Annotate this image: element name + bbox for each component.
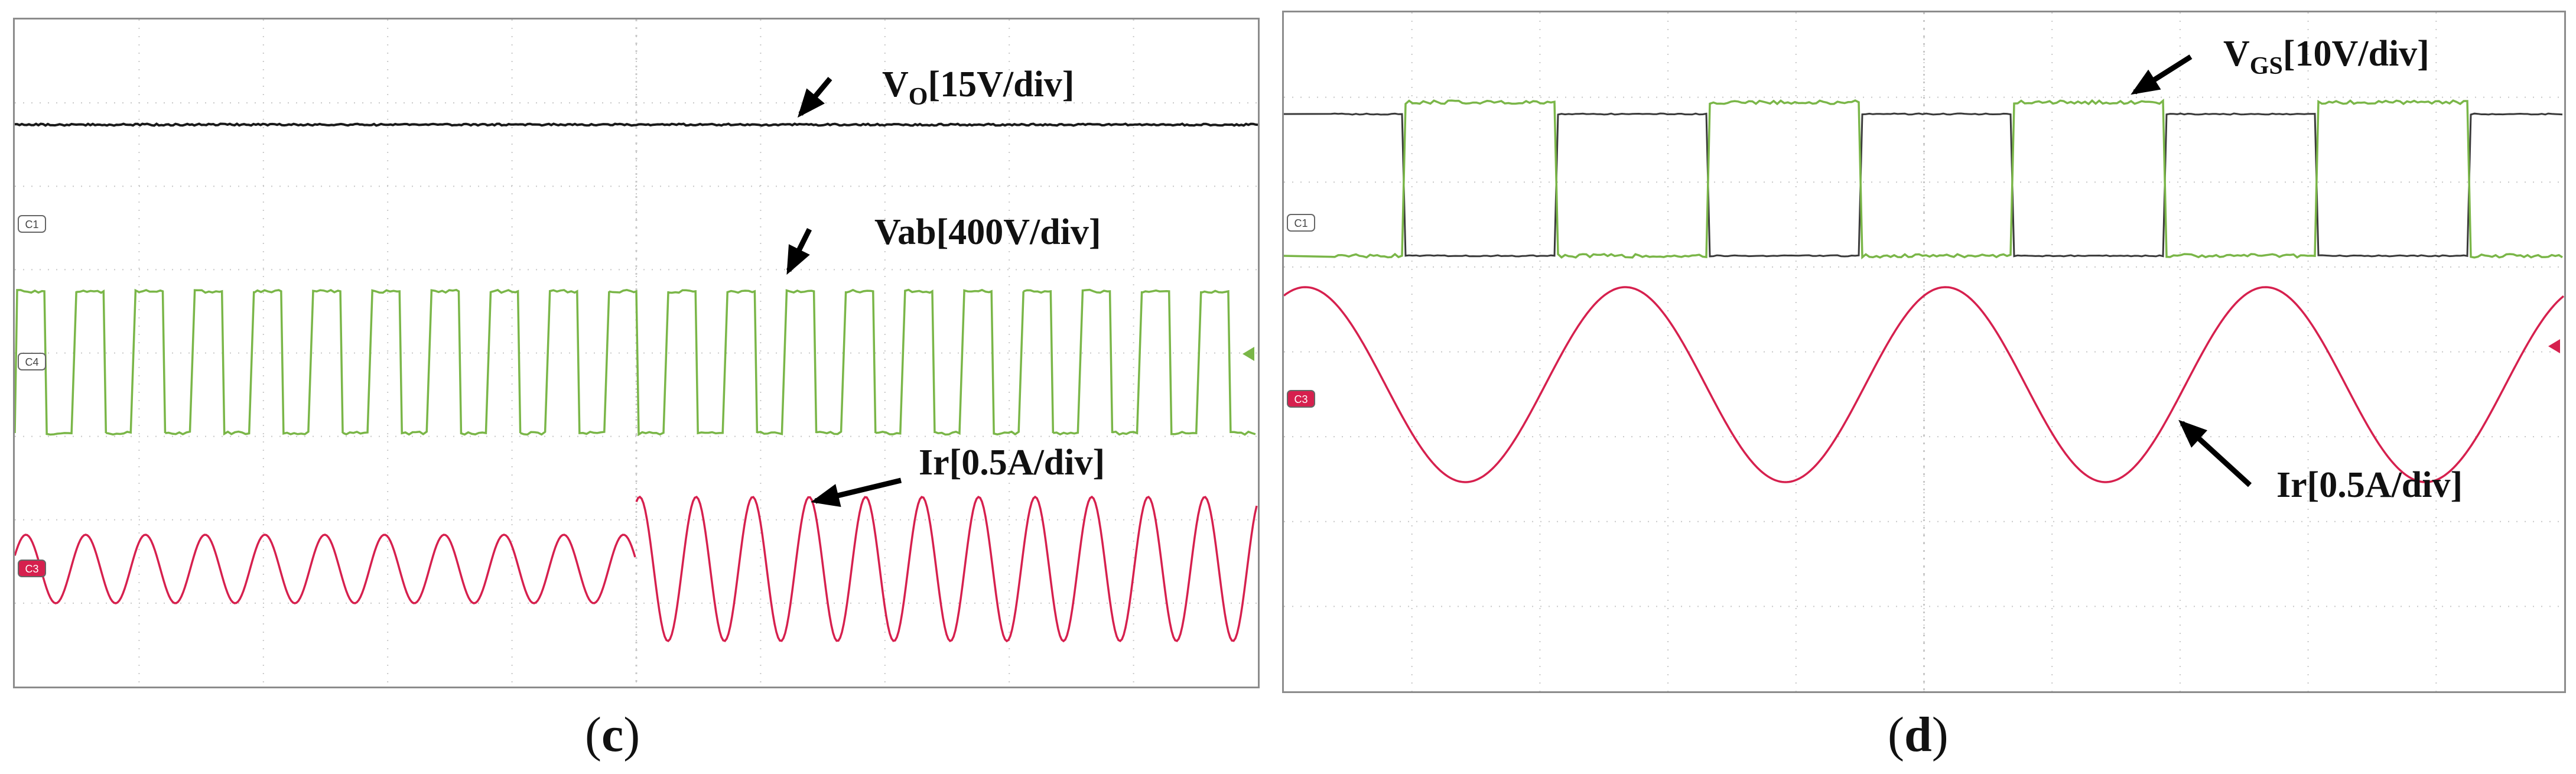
oscilloscope-panel-c: C1 C4 C3 VO[15V/div] Vab[400V/div] Ir[0.5A/di… xyxy=(13,18,1260,688)
channel-marker-c3-label: C3 xyxy=(25,563,38,575)
caption-c-letter: c xyxy=(601,707,623,762)
vgs-trace-black xyxy=(1284,113,2562,256)
channel-marker-c1: C1 xyxy=(18,216,45,232)
channel-marker-c4: C4 xyxy=(18,353,45,370)
panel-c-plot: C1 C4 C3 VO[15V/div] Vab[400V/div] Ir[0.5A/di… xyxy=(15,19,1258,687)
oscilloscope-panel-d: C1 C3 VGS[10V/div] Ir[0.5A/div] xyxy=(1282,11,2566,693)
caption-c: (c) xyxy=(585,706,640,763)
channel-marker-c3: C3 xyxy=(18,560,45,577)
vo-trace xyxy=(15,124,1258,126)
ground-marker xyxy=(2548,339,2560,353)
ground-marker xyxy=(1243,347,1254,361)
vgs-trace-green xyxy=(1284,100,2562,258)
annotation-vab: Vab[400V/div] xyxy=(874,212,1101,252)
channel-marker-c3-label: C3 xyxy=(1294,393,1307,405)
channel-marker-c1-label: C1 xyxy=(1294,217,1307,229)
vab-trace xyxy=(15,290,1256,435)
caption-d: (d) xyxy=(1888,706,1949,763)
ir-trace-high xyxy=(636,497,1257,641)
channel-marker-c4-label: C4 xyxy=(25,356,38,368)
ir-trace-low xyxy=(15,535,635,603)
arrow-vgs-head xyxy=(2131,70,2161,95)
annotation-vo: VO[15V/div] xyxy=(882,64,1074,110)
caption-d-letter: d xyxy=(1904,707,1932,762)
annotation-vgs: VGS[10V/div] xyxy=(2223,34,2429,80)
annotation-ir: Ir[0.5A/div] xyxy=(2276,465,2463,505)
annotation-ir: Ir[0.5A/div] xyxy=(919,443,1105,483)
channel-marker-c1: C1 xyxy=(1287,214,1315,231)
channel-marker-c1-label: C1 xyxy=(25,219,38,230)
arrow-ir-head xyxy=(811,484,841,507)
panel-d-plot: C1 C3 VGS[10V/div] Ir[0.5A/div] xyxy=(1284,12,2564,691)
channel-marker-c3: C3 xyxy=(1287,391,1315,407)
